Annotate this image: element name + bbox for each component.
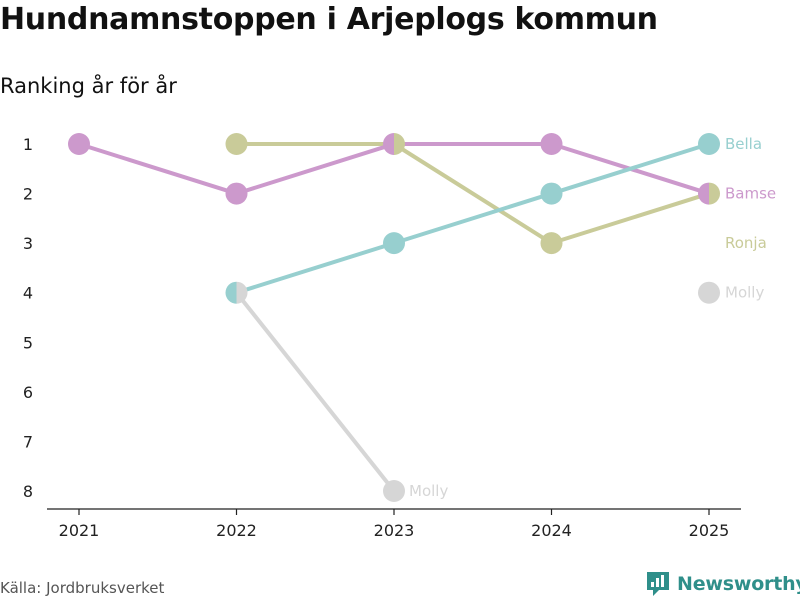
series-line-ronja	[234, 142, 711, 246]
point-molly-2025	[698, 281, 720, 304]
y-tick-label-3: 3	[23, 234, 33, 253]
point-bamse-2021	[68, 133, 90, 155]
y-tick-label-5: 5	[23, 333, 33, 352]
brand-name: Newsworthy	[677, 573, 800, 595]
brand-logo[interactable]: Newsworthy	[645, 570, 800, 598]
point-bamse-2023	[383, 133, 394, 155]
point-ronja-2025	[709, 182, 720, 205]
newsworthy-logo-icon	[647, 572, 669, 596]
point-ronja-2024	[540, 232, 563, 255]
end-label-bella: Bella	[725, 135, 762, 153]
point-bamse-2024	[540, 133, 563, 155]
series-line-molly	[234, 290, 396, 493]
y-tick-label-7: 7	[23, 432, 33, 451]
y-tick-label-6: 6	[23, 383, 33, 402]
y-tick-label-8: 8	[23, 482, 33, 501]
end-label-bamse: Bamse	[725, 185, 776, 203]
x-tick-label-2023: 2023	[374, 521, 415, 540]
point-molly-2023	[383, 480, 405, 502]
point-molly-2022	[236, 281, 248, 304]
x-tick-label-2022: 2022	[216, 521, 257, 540]
y-tick-label-4: 4	[23, 284, 33, 303]
label-molly-2023: Molly	[409, 482, 448, 500]
end-label-ronja: Ronja	[725, 234, 767, 252]
x-tick-label-2025: 2025	[689, 521, 730, 540]
source-note: Källa: Jordbruksverket	[0, 579, 165, 597]
point-ronja-2022	[225, 133, 248, 155]
point-bella-2025	[698, 133, 720, 155]
point-bamse-2022	[225, 182, 248, 205]
point-bella-2024	[540, 182, 563, 205]
chart-subtitle: Ranking år för år	[0, 74, 177, 98]
series-line-bella	[234, 142, 711, 295]
x-tick-label-2024: 2024	[531, 521, 572, 540]
point-bella-2022	[225, 281, 237, 304]
y-tick-label-2: 2	[23, 185, 33, 204]
y-tick-label-1: 1	[23, 135, 33, 154]
chart-title: Hundnamnstoppen i Arjeplogs kommun	[0, 2, 658, 37]
point-bamse-2025	[698, 182, 709, 205]
point-ronja-2023	[394, 133, 405, 155]
x-tick-label-2021: 2021	[59, 521, 100, 540]
end-label-molly: Molly	[725, 284, 764, 302]
point-bella-2023	[383, 232, 405, 255]
